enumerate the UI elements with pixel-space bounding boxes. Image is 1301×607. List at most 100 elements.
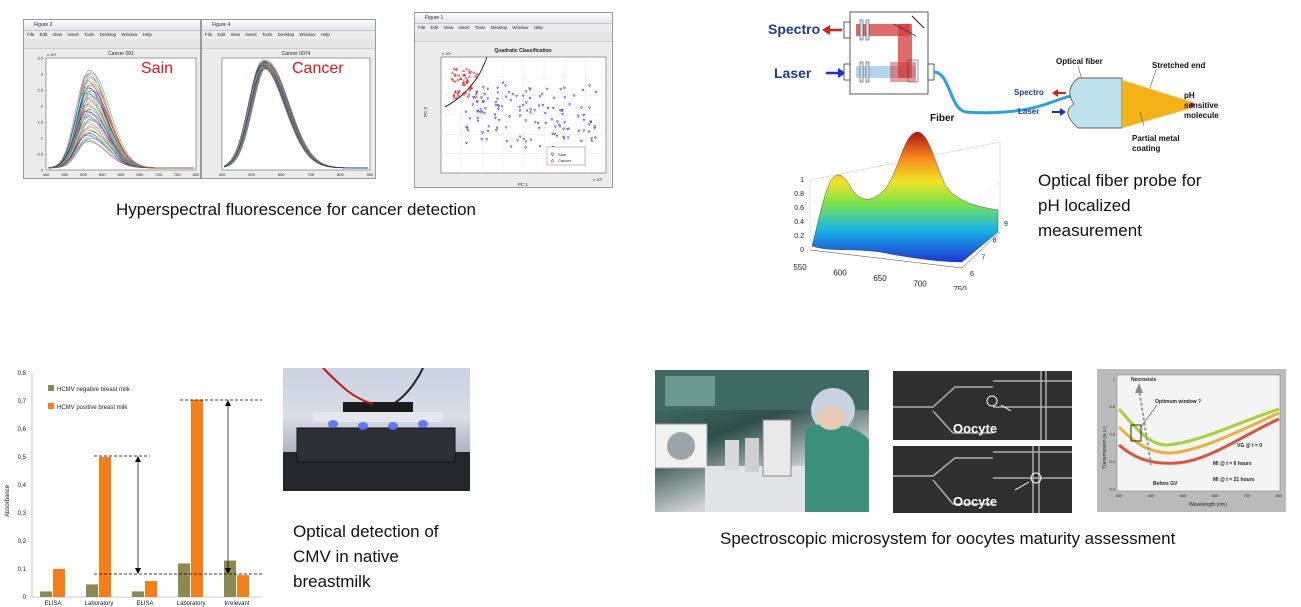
- bar: [145, 581, 157, 597]
- point-cancer: [453, 79, 457, 83]
- point-sain: [494, 116, 497, 120]
- point-cancer: [468, 74, 471, 78]
- point-sain: [589, 120, 593, 124]
- menu-bar[interactable]: File Edit View Insert Tools Desktop Wind…: [418, 25, 543, 30]
- ph-label-2: sensitive: [1184, 101, 1219, 110]
- vg-curve: [1117, 407, 1280, 447]
- point-sain: [557, 123, 561, 127]
- point-sain: [582, 114, 586, 117]
- necrosis-label: Necrosisis: [1131, 377, 1157, 383]
- point-sain: [561, 112, 565, 116]
- toolbar[interactable]: [202, 39, 375, 49]
- x-tick-label: 500: [248, 172, 255, 177]
- point-sain: [559, 87, 563, 91]
- point-sain: [525, 109, 529, 113]
- y-axis-label: Transmission (a.u.): [1102, 426, 1108, 469]
- point-cancer: [462, 73, 466, 77]
- matlab-window-classification[interactable]: Figure 1 File Edit View Insert Tools Des…: [414, 12, 613, 188]
- toolbar[interactable]: [415, 32, 612, 42]
- laser-arrow-icon: [838, 68, 846, 78]
- point-cancer: [456, 78, 459, 82]
- point-sain: [580, 106, 583, 110]
- point-sain: [536, 122, 540, 125]
- point-sain: [563, 86, 566, 90]
- matlab-window-sain[interactable]: Figure 2 File Edit View Insert Tools Des…: [23, 19, 201, 179]
- y-tick-label: 0,6: [18, 427, 27, 433]
- y-tick-label: 8: [993, 238, 997, 245]
- x-tick-label: 700: [1244, 493, 1251, 498]
- point-sain: [493, 113, 497, 117]
- vg-label: VG @ t = 0: [1237, 443, 1262, 449]
- point-sain: [562, 127, 565, 131]
- point-sain: [486, 129, 490, 133]
- matlab-window-cancer[interactable]: Figure 4 File Edit View Insert Tools Des…: [201, 19, 376, 179]
- bar: [191, 399, 203, 597]
- point-sain: [471, 96, 475, 100]
- point-sain: [521, 104, 525, 107]
- y-tick-labels: 0 0,1 0,2 0,3 0,4 0,5 0,6 0,7 0,8: [18, 371, 27, 601]
- y-tick-label: 0: [23, 595, 27, 601]
- point-sain: [495, 126, 499, 130]
- menu-bar[interactable]: File Edit View Insert Tools Desktop Wind…: [27, 32, 152, 37]
- legend-box: [546, 146, 586, 166]
- legend-cancer: Cancer: [558, 158, 572, 163]
- point-sain: [560, 109, 564, 112]
- y-tick-label: 0.2: [1109, 487, 1115, 492]
- x-tick-labels: 300 400 500 600 700 800: [1116, 493, 1283, 498]
- point-sain: [594, 91, 598, 94]
- point-sain: [529, 138, 533, 142]
- point-sain: [545, 87, 549, 91]
- caption-line: CMV in native: [293, 547, 399, 566]
- point-sain: [552, 96, 556, 100]
- cancer-label: Cancer: [292, 60, 344, 77]
- bar: [99, 457, 111, 597]
- point-sain: [486, 97, 490, 101]
- optimum-label: Optimum window ?: [1155, 399, 1201, 405]
- z-tick-label: 0.2: [794, 233, 804, 240]
- toolbar[interactable]: [24, 39, 200, 49]
- point-sain: [562, 135, 565, 139]
- point-sain: [540, 92, 544, 96]
- point-cancer: [472, 70, 476, 74]
- z-tick-label: 0: [800, 247, 804, 254]
- point-sain: [497, 107, 500, 111]
- point-sain: [524, 119, 528, 123]
- point-sain: [476, 119, 480, 123]
- optical-fiber-label: Optical fiber: [1056, 57, 1103, 66]
- point-sain: [480, 96, 483, 100]
- classification-plot: Quadratic Classification PC 1 PC 2 x 10⁵…: [423, 48, 607, 187]
- point-sain: [551, 106, 555, 110]
- bar: [53, 569, 65, 597]
- point-sain: [504, 84, 507, 88]
- y-tick-labels: 0 0.5 1 1.5 2 2.5 3 3.5: [37, 56, 43, 173]
- point-sain: [553, 132, 557, 136]
- legend-swatch-negative: [48, 385, 54, 391]
- point-sain: [588, 84, 591, 88]
- point-cancer: [462, 79, 466, 83]
- oocyte-caption: Spectroscopic microsystem for oocytes ma…: [720, 529, 1176, 548]
- x-tick-label: Irrelevant: [224, 601, 249, 607]
- bar: [178, 563, 190, 597]
- point-sain: [481, 131, 484, 135]
- fiber-diagram: Spectro Laser Fiber Optical fiber St: [768, 11, 1219, 290]
- x-tick-labels: 550 600 650 700 750: [793, 263, 967, 290]
- sain-spectra-plot: Cancer 001 Sain x 10⁴ 0 0.5 1 1.5 2 2.5 3 3.5 4…: [37, 51, 200, 177]
- point-sain: [500, 105, 504, 109]
- menu-bar[interactable]: File Edit View Insert Tools Desktop Wind…: [205, 32, 330, 37]
- point-cancer: [468, 87, 472, 91]
- x-tick-label: 550: [793, 263, 807, 272]
- point-sain: [582, 118, 586, 122]
- point-cancer: [457, 73, 461, 77]
- point-cancer: [451, 71, 455, 74]
- point-cancer: [467, 92, 471, 96]
- y-tick-label: 1.5: [37, 120, 43, 125]
- hyperspectral-caption: Hyperspectral fluorescence for cancer de…: [116, 200, 477, 219]
- caption-line: Optical detection of: [293, 522, 439, 541]
- point-sain: [496, 91, 500, 95]
- point-sain: [475, 90, 479, 94]
- point-cancer: [475, 76, 479, 79]
- point-cancer: [465, 79, 469, 83]
- point-sain: [572, 94, 576, 98]
- point-sain: [529, 111, 532, 115]
- point-sain: [480, 137, 484, 141]
